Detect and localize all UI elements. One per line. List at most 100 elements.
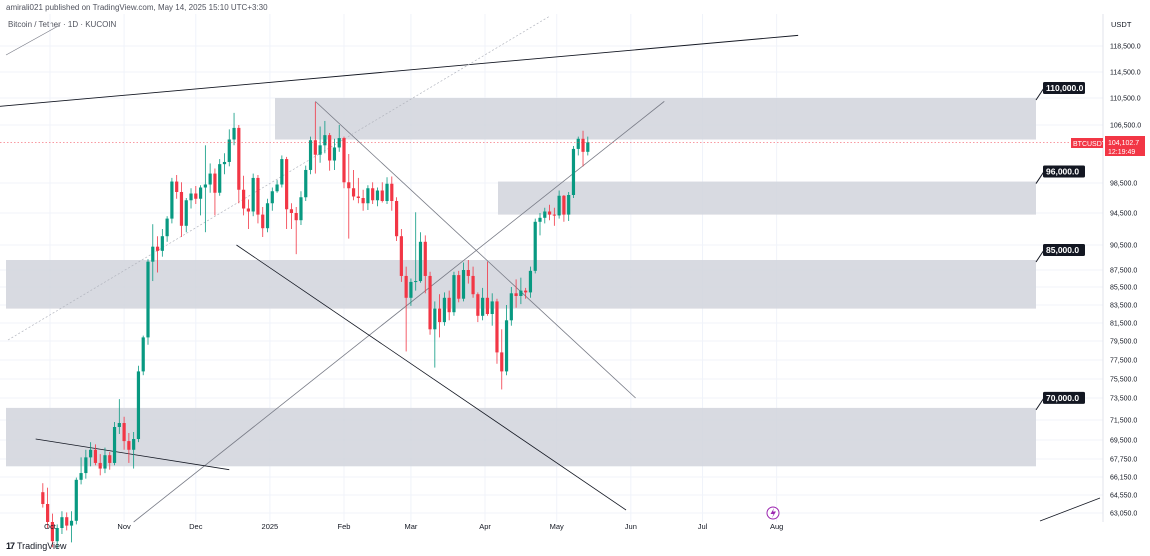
candle-body — [127, 441, 131, 450]
trendline-falling-support[interactable] — [236, 244, 627, 511]
zone-label-leader — [1035, 171, 1045, 184]
candle-body — [562, 195, 566, 215]
candle-body — [98, 462, 102, 469]
candle-body — [356, 196, 360, 198]
candle-body — [409, 281, 413, 298]
candle-body — [438, 308, 442, 323]
candle-body — [265, 203, 270, 229]
candle-body — [571, 148, 576, 195]
candle-body — [146, 261, 150, 338]
candle-body — [65, 517, 69, 526]
trendlines[interactable] — [0, 15, 1101, 523]
candle-body — [237, 127, 241, 190]
zone-label-box — [1043, 165, 1085, 178]
symbol-title[interactable]: Bitcoin / Tether · 1D · KUCOIN — [8, 20, 117, 29]
candle-body — [500, 352, 504, 372]
candle-body — [74, 479, 78, 521]
candle-body — [328, 135, 332, 161]
candle-body — [175, 181, 179, 192]
price-tag-symbol: BTCUSDT — [1073, 141, 1107, 148]
candle-body — [447, 297, 451, 313]
date-tick-label: Aug — [770, 522, 783, 531]
candle-body — [232, 127, 236, 140]
price-tick-label: 110,500.0 — [1110, 96, 1141, 103]
candle-body — [218, 164, 222, 193]
price-tick-label: 98,500.0 — [1110, 181, 1137, 188]
price-tick-label: 73,500.0 — [1110, 396, 1137, 403]
price-tick-label: 90,500.0 — [1110, 243, 1137, 250]
trendline-upper-channel[interactable] — [0, 34, 799, 115]
candle-body — [504, 320, 509, 372]
zone-label: 96,000.0 — [1046, 167, 1079, 177]
candle-body — [198, 187, 203, 199]
price-tick-label: 94,500.0 — [1110, 211, 1137, 218]
trendline-falling-resistance[interactable] — [315, 101, 636, 399]
candle-body — [122, 423, 126, 442]
date-tick-label: Jun — [625, 522, 637, 531]
price-tag: BTCUSDT 104,102.7 12:19:49 — [1071, 136, 1145, 156]
candle-body — [304, 169, 308, 198]
candle-body — [495, 301, 499, 353]
date-tick-label: May — [550, 522, 564, 531]
candle-body — [490, 301, 494, 314]
candle-body — [55, 528, 59, 542]
candle-body — [533, 221, 537, 271]
price-axis[interactable]: 118,500.0 114,500.0 110,500.0 106,500.0 98,5… — [1110, 44, 1141, 518]
candle-body — [457, 275, 461, 299]
date-tick-label: Oct — [44, 522, 57, 531]
candle-body — [347, 182, 351, 189]
candle-body — [471, 275, 475, 295]
candle-body — [380, 190, 384, 201]
candle-body — [428, 275, 432, 330]
candle-body — [294, 213, 298, 221]
candle-body — [203, 184, 207, 188]
price-tick-label: 66,150.0 — [1110, 475, 1137, 482]
candle-body — [208, 173, 212, 185]
edge-line-bottom-right[interactable] — [1039, 497, 1101, 522]
zone-rect[interactable] — [498, 181, 1036, 215]
trendline-rising-support[interactable] — [133, 101, 665, 523]
date-tick-label: Dec — [189, 522, 203, 531]
candle-body — [509, 293, 513, 321]
dotted-guide-line[interactable] — [7, 15, 551, 341]
trendline-old-downtrend[interactable] — [35, 438, 230, 471]
price-tag-countdown: 12:19:49 — [1108, 149, 1135, 156]
candle-body — [351, 188, 356, 197]
price-tick-label: 75,500.0 — [1110, 377, 1137, 384]
candle-body — [361, 198, 365, 204]
zone-label: 70,000.0 — [1046, 393, 1079, 403]
candle-body — [189, 193, 193, 201]
candle-body — [251, 177, 255, 212]
zone-label-box — [1043, 391, 1085, 404]
edge-line-top-left[interactable] — [5, 24, 61, 56]
price-tag-symbol-bg — [1071, 138, 1103, 148]
candle-body — [160, 236, 164, 251]
candle-body — [514, 293, 518, 296]
candle-body — [485, 297, 490, 314]
candle-body — [151, 246, 155, 262]
price-tag-value: 104,102.7 — [1108, 140, 1139, 147]
candle-body — [538, 217, 542, 222]
candle-body — [476, 294, 480, 316]
candle-body — [227, 139, 231, 162]
candle-body — [89, 449, 93, 458]
candle-body — [289, 209, 294, 213]
candle-body — [308, 140, 313, 170]
candle-body — [112, 427, 117, 463]
candle-body — [404, 275, 408, 298]
candle-body — [547, 211, 552, 215]
candle-body — [93, 449, 98, 463]
candle-body — [246, 208, 250, 212]
candle-body — [132, 439, 136, 450]
candles — [41, 102, 590, 549]
zone-rect[interactable] — [6, 407, 1036, 467]
candle-body — [337, 138, 341, 148]
tradingview-brand: 17 TradingView — [6, 541, 67, 551]
candle-body — [108, 455, 112, 463]
candle-body — [399, 236, 403, 276]
alert-icon[interactable] — [766, 506, 780, 520]
zone-rect[interactable] — [275, 98, 1036, 140]
price-tick-label: 63,050.0 — [1110, 511, 1137, 518]
time-axis[interactable]: Oct Nov Dec 2025 Feb Mar Apr May Jun Jul Aug — [44, 522, 783, 531]
